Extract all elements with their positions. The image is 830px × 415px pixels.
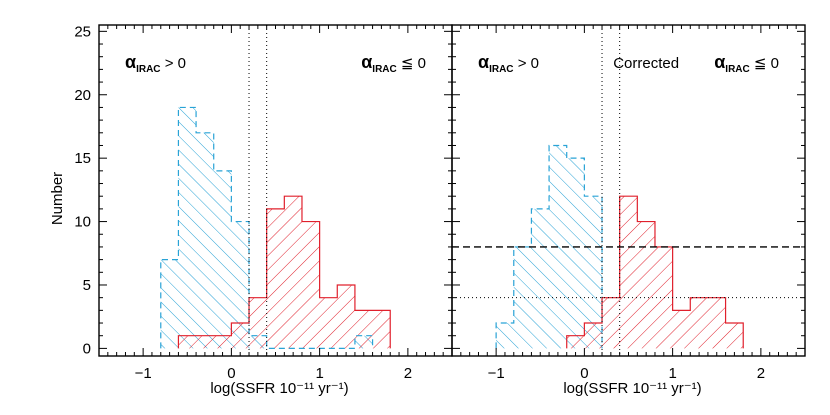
bar-left-series-0-bin-0 [161, 260, 179, 349]
hist-outline-left-series-1 [177, 195, 391, 349]
annotation-left-right: αIRAC > 0 [478, 52, 539, 75]
hist-outline-left-series-0 [160, 106, 374, 349]
annotation-left-left: αIRAC > 0 [125, 52, 186, 75]
xtick-label-left-3: 2 [404, 365, 412, 382]
ytick-label-left-1: 5 [83, 277, 91, 294]
bar-right-series-0-bin-4 [567, 158, 585, 348]
bar-right-series-1-bin-6 [673, 310, 691, 348]
bar-right-series-1-bin-8 [708, 298, 726, 349]
xtick-label-right-3: 2 [757, 365, 765, 382]
annotation-right-left: αIRAC ≦ 0 [361, 52, 426, 75]
x-axis-label-left: log(SSFR 10⁻¹¹ yr⁻¹) [210, 380, 348, 397]
hist-outline-right-series-0 [495, 144, 603, 349]
bar-left-series-1-bin-4 [249, 298, 267, 349]
bar-right-series-1-bin-5 [655, 247, 673, 348]
bar-left-series-0-bin-3 [214, 171, 232, 349]
ytick-label-left-2: 10 [74, 214, 91, 231]
hist-fill-left-series-1 [178, 196, 391, 349]
bar-right-series-1-bin-9 [726, 323, 744, 348]
bar-left-series-1-bin-1 [196, 336, 214, 349]
bar-right-series-1-bin-4 [637, 222, 655, 349]
bar-left-series-1-bin-6 [284, 196, 302, 348]
annotation-corrected: Corrected [613, 55, 679, 72]
xtick-label-left-1: 0 [227, 365, 235, 382]
bar-left-series-1-bin-7 [302, 222, 320, 349]
bar-left-series-1-bin-10 [355, 310, 373, 348]
bar-left-series-1-bin-2 [214, 336, 232, 349]
xtick-label-right-2: 1 [668, 365, 676, 382]
bar-left-series-0-bin-1 [178, 107, 196, 348]
bar-right-series-1-bin-3 [620, 196, 638, 348]
hist-fill-right-series-0 [496, 145, 603, 349]
ytick-label-left-3: 15 [74, 150, 91, 167]
y-axis-label: Number [49, 172, 66, 225]
xtick-label-right-0: −1 [488, 365, 505, 382]
bar-right-series-0-bin-2 [531, 209, 549, 349]
bar-left-series-1-bin-0 [178, 336, 196, 349]
ytick-label-left-0: 0 [83, 340, 91, 357]
bar-left-series-1-bin-5 [267, 209, 285, 349]
xtick-label-right-1: 0 [580, 365, 588, 382]
bar-right-series-1-bin-7 [690, 298, 708, 349]
bar-left-series-1-bin-9 [337, 285, 355, 348]
xtick-label-left-0: −1 [135, 365, 152, 382]
xtick-label-left-2: 1 [315, 365, 323, 382]
bar-left-series-1-bin-11 [373, 310, 391, 348]
bar-right-series-1-bin-0 [567, 336, 585, 349]
bar-left-series-1-bin-3 [231, 323, 249, 348]
hist-fill-right-series-1 [566, 196, 744, 349]
panel-right: −1 0 1 2 log(SSFR 10⁻¹¹ yr⁻¹) αIRAC > 0 αIRAC … [451, 24, 806, 397]
bar-left-series-1-bin-8 [320, 298, 338, 349]
ytick-label-left-5: 25 [74, 23, 91, 40]
bar-left-series-0-bin-2 [196, 133, 214, 349]
bar-right-series-1-bin-2 [602, 298, 620, 349]
x-axis-label-right: log(SSFR 10⁻¹¹ yr⁻¹) [563, 380, 701, 397]
ytick-label-left-4: 20 [74, 87, 91, 104]
annotation-right-right: αIRAC ≦ 0 [714, 52, 779, 75]
hist-outline-right-series-1 [566, 195, 744, 349]
bar-right-series-1-bin-1 [584, 323, 602, 348]
bar-right-series-0-bin-0 [496, 323, 514, 348]
